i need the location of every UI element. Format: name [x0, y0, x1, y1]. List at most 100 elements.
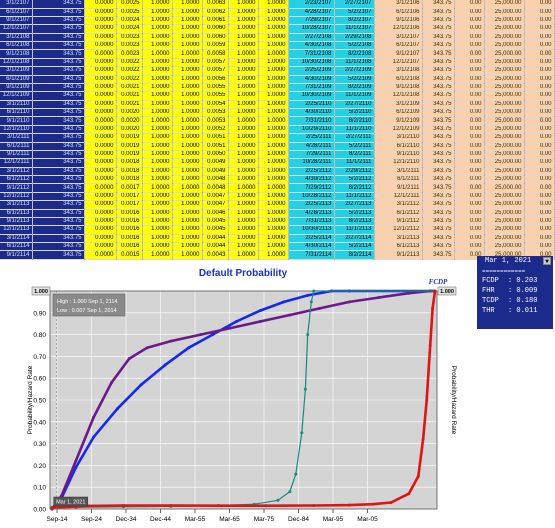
- table-cell[interactable]: 343.75: [422, 150, 455, 160]
- table-cell[interactable]: 0.00: [454, 0, 485, 9]
- table-cell[interactable]: 0.0019: [116, 133, 143, 143]
- table-cell[interactable]: 1.0000: [142, 242, 173, 252]
- table-cell[interactable]: 12/1/2107: [374, 58, 423, 68]
- table-cell[interactable]: 0.00: [454, 217, 485, 227]
- table-cell[interactable]: 0.0000: [84, 66, 117, 76]
- table-cell[interactable]: 8/2/2108: [334, 49, 375, 59]
- table-cell[interactable]: 25,000.00: [484, 142, 525, 151]
- table-cell[interactable]: 1.0000: [228, 217, 259, 227]
- table-cell[interactable]: 0.0000: [84, 175, 117, 185]
- table-cell[interactable]: 0.00: [524, 8, 555, 17]
- table-cell[interactable]: 2/27/2113: [334, 200, 375, 210]
- table-cell[interactable]: 0.00: [454, 192, 485, 202]
- table-cell[interactable]: 0.0057: [202, 58, 229, 68]
- table-cell[interactable]: 10/28/2107: [288, 24, 335, 34]
- table-cell[interactable]: 0.0000: [84, 24, 117, 34]
- table-cell[interactable]: 0.0016: [116, 225, 143, 235]
- table-cell[interactable]: 1.0000: [258, 8, 289, 17]
- table-cell[interactable]: 1.0000: [142, 217, 173, 227]
- table-cell[interactable]: 0.00: [454, 225, 485, 235]
- table-cell[interactable]: 25,000.00: [484, 49, 525, 59]
- table-cell[interactable]: 343.75: [422, 58, 455, 68]
- table-cell[interactable]: 0.00: [524, 66, 555, 76]
- table-cell[interactable]: 0.00: [454, 8, 485, 17]
- table-cell[interactable]: 1.0000: [258, 217, 289, 227]
- table-cell[interactable]: 0.00: [454, 66, 485, 76]
- table-cell[interactable]: 4/28/2111: [288, 142, 335, 151]
- table-cell[interactable]: 0.0000: [84, 183, 117, 193]
- table-cell[interactable]: 343.75: [422, 66, 455, 76]
- table-cell[interactable]: 0.0000: [84, 116, 117, 126]
- table-cell[interactable]: 0.0022: [116, 75, 143, 84]
- table-cell[interactable]: 9/1/2114: [0, 250, 33, 260]
- table-cell[interactable]: 0.0016: [116, 234, 143, 244]
- table-cell[interactable]: 1.0000: [228, 175, 259, 185]
- table-cell[interactable]: 1.0000: [258, 209, 289, 218]
- table-cell[interactable]: 1.0000: [142, 150, 173, 160]
- table-cell[interactable]: 1.0000: [172, 150, 203, 160]
- table-cell[interactable]: 2/27/2107: [334, 0, 375, 9]
- table-cell[interactable]: 1.0000: [228, 167, 259, 177]
- table-cell[interactable]: 25,000.00: [484, 58, 525, 68]
- table-cell[interactable]: 0.0000: [84, 209, 117, 218]
- table-cell[interactable]: 25,000.00: [484, 16, 525, 26]
- table-cell[interactable]: 7/31/2113: [288, 217, 335, 227]
- table-cell[interactable]: 1.0000: [172, 116, 203, 126]
- table-cell[interactable]: 1.0000: [258, 100, 289, 110]
- table-cell[interactable]: 0.0000: [84, 250, 117, 260]
- table-cell[interactable]: 0.0000: [84, 33, 117, 43]
- table-cell[interactable]: 0.00: [454, 158, 485, 168]
- table-cell[interactable]: 2/27/2109: [334, 66, 375, 76]
- table-cell[interactable]: 25,000.00: [484, 192, 525, 202]
- table-cell[interactable]: 1.0000: [142, 91, 173, 101]
- table-cell[interactable]: 0.00: [454, 24, 485, 34]
- table-cell[interactable]: 0.0015: [116, 250, 143, 260]
- table-cell[interactable]: 343.75: [422, 49, 455, 59]
- table-cell[interactable]: 0.00: [524, 33, 555, 43]
- table-cell[interactable]: 6/1/2107: [0, 8, 33, 17]
- table-cell[interactable]: 1.0000: [142, 234, 173, 244]
- table-cell[interactable]: 0.0000: [84, 0, 117, 9]
- table-cell[interactable]: 1.0000: [142, 0, 173, 9]
- table-cell[interactable]: 1.0000: [142, 175, 173, 185]
- table-cell[interactable]: 0.0060: [202, 33, 229, 43]
- table-cell[interactable]: 0.0055: [202, 83, 229, 93]
- table-cell[interactable]: 25,000.00: [484, 0, 525, 9]
- table-cell[interactable]: 343.75: [32, 58, 85, 68]
- table-cell[interactable]: 0.0058: [202, 49, 229, 59]
- table-cell[interactable]: 6/1/2109: [0, 75, 33, 84]
- table-cell[interactable]: 12/1/2112: [0, 192, 33, 202]
- table-cell[interactable]: 0.00: [524, 58, 555, 68]
- table-cell[interactable]: 0.0025: [116, 8, 143, 17]
- table-cell[interactable]: 0.00: [524, 91, 555, 101]
- table-cell[interactable]: 343.75: [32, 209, 85, 218]
- table-cell[interactable]: 1.0000: [172, 33, 203, 43]
- table-cell[interactable]: 0.0000: [84, 167, 117, 177]
- table-cell[interactable]: 1.0000: [142, 133, 173, 143]
- table-cell[interactable]: 1.0000: [258, 66, 289, 76]
- table-cell[interactable]: 25,000.00: [484, 100, 525, 110]
- table-cell[interactable]: 0.00: [454, 16, 485, 26]
- table-cell[interactable]: 0.0022: [116, 58, 143, 68]
- table-cell[interactable]: 1.0000: [172, 142, 203, 151]
- table-cell[interactable]: 1.0000: [258, 49, 289, 59]
- table-cell[interactable]: 1.0000: [172, 234, 203, 244]
- table-cell[interactable]: 343.75: [32, 24, 85, 34]
- table-cell[interactable]: 343.75: [422, 24, 455, 34]
- table-cell[interactable]: 343.75: [422, 0, 455, 9]
- table-cell[interactable]: 1.0000: [142, 125, 173, 135]
- table-cell[interactable]: 3/1/2113: [0, 200, 33, 210]
- table-cell[interactable]: 343.75: [32, 217, 85, 227]
- table-cell[interactable]: 1.0000: [228, 16, 259, 26]
- table-cell[interactable]: 7/31/2109: [288, 83, 335, 93]
- table-cell[interactable]: 0.0020: [116, 116, 143, 126]
- table-cell[interactable]: 1.0000: [258, 83, 289, 93]
- table-cell[interactable]: 1.0000: [172, 183, 203, 193]
- table-cell[interactable]: 1.0000: [142, 200, 173, 210]
- table-cell[interactable]: 1.0000: [172, 108, 203, 118]
- table-cell[interactable]: 1.0000: [172, 8, 203, 17]
- table-cell[interactable]: 343.75: [32, 125, 85, 135]
- table-cell[interactable]: 343.75: [32, 242, 85, 252]
- table-cell[interactable]: 343.75: [32, 83, 85, 93]
- table-cell[interactable]: 1.0000: [228, 250, 259, 260]
